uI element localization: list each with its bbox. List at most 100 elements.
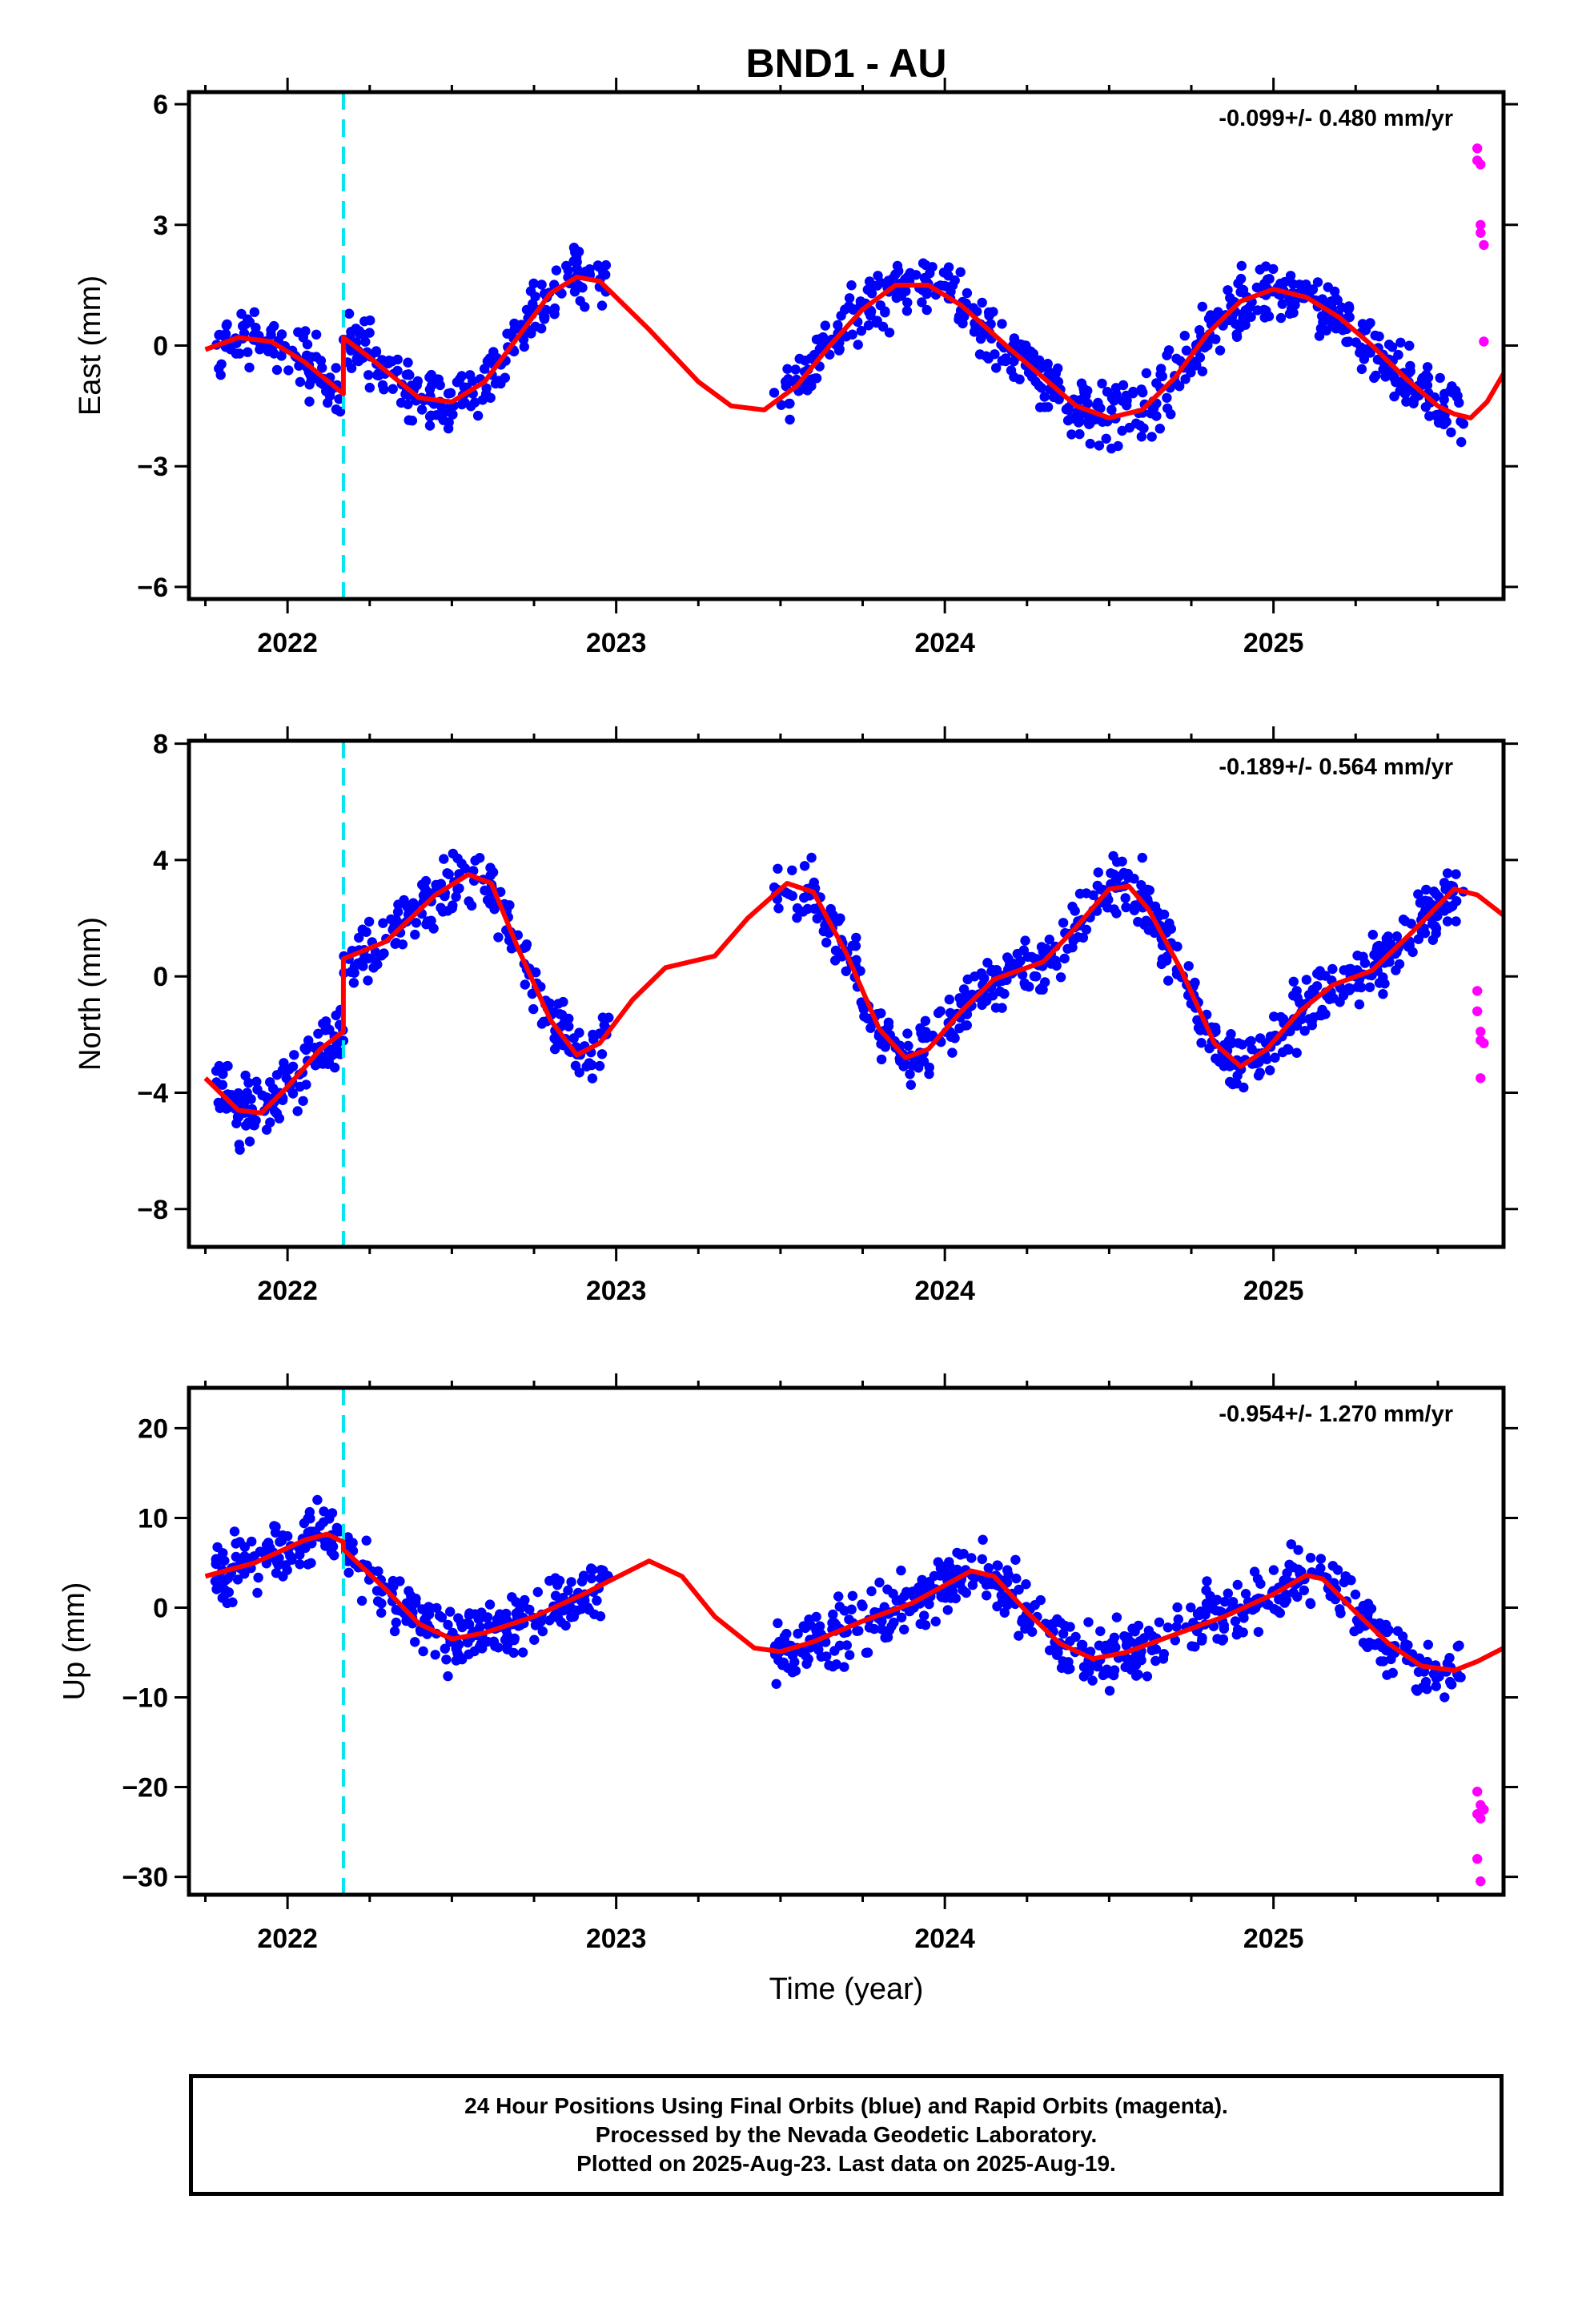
final-orbit-point (846, 280, 857, 291)
final-orbit-point (363, 975, 373, 986)
final-orbit-point (1275, 1607, 1286, 1618)
final-orbit-point (882, 1632, 893, 1642)
final-orbit-point (371, 1586, 383, 1596)
final-orbit-point (1215, 345, 1226, 356)
final-orbit-point (1403, 368, 1414, 379)
final-orbit-point (1264, 274, 1275, 284)
final-orbit-point (1287, 304, 1297, 314)
final-orbit-point (520, 942, 531, 952)
final-orbit-point (1095, 1626, 1106, 1637)
final-orbit-point (833, 1591, 844, 1602)
final-orbit-point (443, 406, 453, 416)
final-orbit-point (1451, 916, 1461, 927)
final-orbit-point (532, 1586, 543, 1598)
final-orbit-point (346, 327, 356, 337)
final-orbit-point (311, 352, 322, 362)
final-orbit-point (244, 317, 255, 328)
final-orbit-point (417, 1604, 428, 1614)
final-orbit-point (1315, 1554, 1327, 1564)
final-orbit-point (1366, 1603, 1377, 1614)
north-y-tick-label: −8 (137, 1195, 168, 1225)
final-orbit-point (812, 913, 822, 924)
final-orbit-point (991, 363, 1002, 373)
up-y-tick-label: 0 (153, 1593, 168, 1623)
final-orbit-point (439, 854, 449, 864)
final-orbit-point (566, 1577, 576, 1587)
final-orbit-point (592, 260, 604, 271)
final-orbit-point (1402, 1640, 1413, 1651)
final-orbit-point (575, 296, 585, 306)
final-orbit-point (563, 1585, 573, 1596)
final-orbit-point (979, 973, 990, 983)
final-orbit-point (327, 1508, 338, 1518)
final-orbit-point (844, 293, 855, 304)
up-y-tick-label: 10 (138, 1503, 168, 1534)
final-orbit-point (1354, 1623, 1364, 1634)
rapid-orbit-point (1476, 1813, 1486, 1823)
rapid-orbit-point (1479, 1038, 1489, 1048)
final-orbit-point (773, 863, 783, 875)
final-orbit-point (1190, 1642, 1200, 1652)
final-orbit-point (472, 410, 484, 421)
final-orbit-point (1186, 367, 1196, 378)
final-orbit-point (845, 1650, 855, 1660)
final-orbit-point (962, 287, 973, 299)
final-orbit-point (1359, 958, 1371, 968)
final-orbit-point (440, 891, 450, 902)
final-orbit-point (996, 1590, 1007, 1601)
final-orbit-point (1063, 404, 1074, 415)
final-orbit-point (1331, 293, 1341, 304)
final-orbit-point (1017, 1617, 1027, 1627)
final-orbit-point (443, 1619, 453, 1630)
final-orbit-point (800, 356, 810, 366)
final-orbit-point (1315, 1563, 1326, 1574)
final-orbit-point (404, 415, 414, 425)
final-orbit-point (1382, 1645, 1393, 1656)
final-orbit-point (1282, 1568, 1292, 1578)
final-orbit-point (372, 1596, 383, 1606)
final-orbit-point (1058, 1628, 1069, 1639)
final-orbit-point (363, 916, 375, 927)
final-orbit-point (1149, 927, 1160, 939)
final-orbit-point (1367, 930, 1379, 940)
final-orbit-point (404, 1586, 414, 1596)
final-orbit-point (1251, 1058, 1261, 1069)
final-orbit-point (1082, 398, 1093, 408)
final-orbit-point (303, 1035, 314, 1046)
final-orbit-point (792, 912, 802, 923)
final-orbit-point (935, 1006, 946, 1016)
final-orbit-point (244, 362, 255, 373)
final-orbit-point (1052, 1650, 1062, 1660)
final-orbit-point (1128, 386, 1138, 397)
final-orbit-point (1055, 972, 1066, 983)
final-orbit-point (596, 1049, 608, 1059)
final-orbit-point (1021, 1579, 1031, 1590)
final-orbit-point (537, 1626, 548, 1637)
final-orbit-point (1231, 332, 1243, 342)
final-orbit-point (1233, 1038, 1244, 1048)
final-orbit-point (588, 1034, 599, 1045)
north-rate-label: -0.189+/- 0.564 mm/yr (1219, 754, 1453, 780)
final-orbit-point (1364, 982, 1375, 993)
final-orbit-point (921, 304, 932, 316)
final-orbit-point (379, 384, 389, 395)
final-orbit-point (827, 1618, 837, 1628)
final-orbit-point (1094, 1640, 1105, 1651)
final-orbit-point (596, 1573, 606, 1584)
final-orbit-point (527, 988, 537, 999)
final-orbit-point (1288, 1587, 1299, 1598)
final-orbit-point (1179, 331, 1191, 341)
final-orbit-point (352, 958, 363, 969)
final-orbit-point (1111, 389, 1122, 400)
final-orbit-point (312, 1494, 323, 1506)
final-orbit-point (1190, 977, 1200, 988)
final-orbit-point (1024, 1618, 1035, 1629)
final-orbit-point (861, 1647, 872, 1659)
final-orbit-point (1293, 1545, 1303, 1555)
final-orbit-point (1232, 1579, 1243, 1590)
final-orbit-point (1291, 1047, 1302, 1058)
final-orbit-point (1120, 893, 1130, 903)
final-orbit-point (1343, 964, 1355, 975)
final-orbit-point (1010, 1554, 1021, 1566)
final-orbit-point (1131, 1671, 1142, 1681)
